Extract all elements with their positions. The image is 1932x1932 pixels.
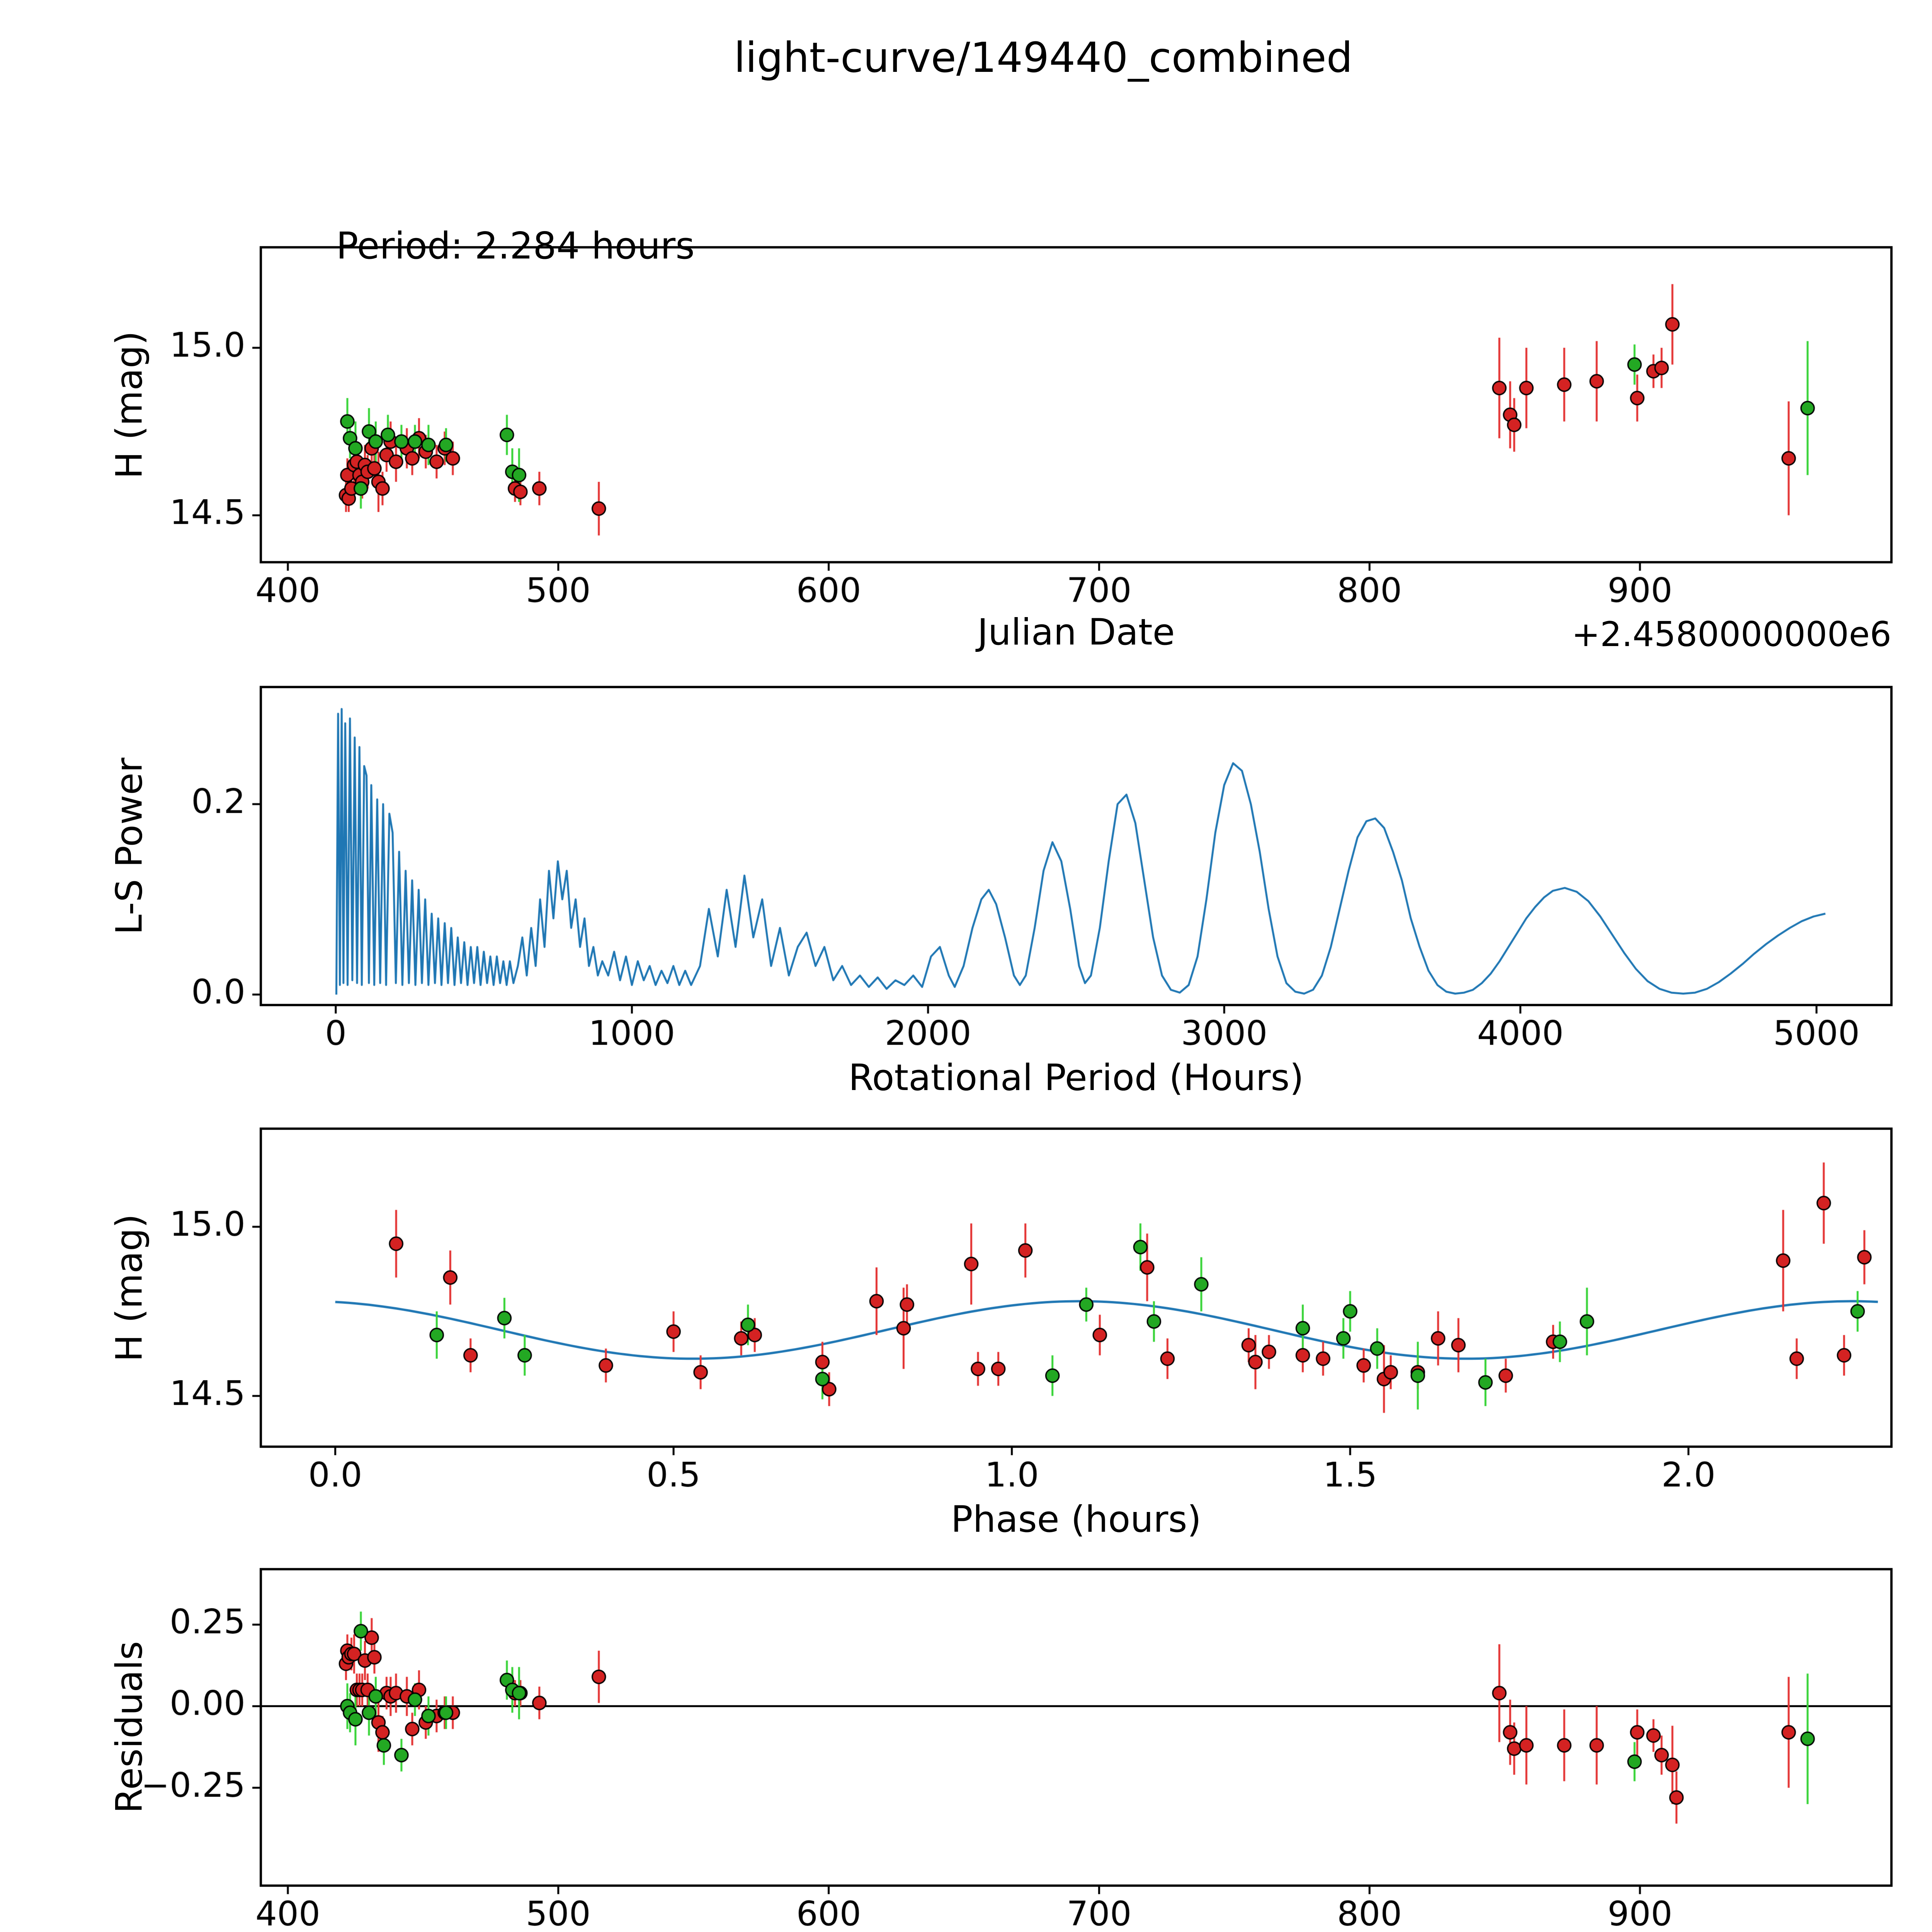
panel4-ylabel: Residuals xyxy=(108,1641,151,1813)
panel1-xlabel: Julian Date xyxy=(977,611,1175,653)
panel2-xlabel: Rotational Period (Hours) xyxy=(848,1057,1304,1099)
panel1-x-offset-label: +2.4580000000e6 xyxy=(1571,614,1891,654)
panel3-xlabel: Phase (hours) xyxy=(951,1498,1202,1541)
panel3-ylabel: H (mag) xyxy=(108,1214,151,1362)
panel1-ylabel: H (mag) xyxy=(108,331,151,479)
period-annotation: Period: 2.284 hours xyxy=(336,225,695,267)
figure-title: light-curve/149440_combined xyxy=(734,34,1353,82)
panel2-ylabel: L-S Power xyxy=(108,757,151,935)
